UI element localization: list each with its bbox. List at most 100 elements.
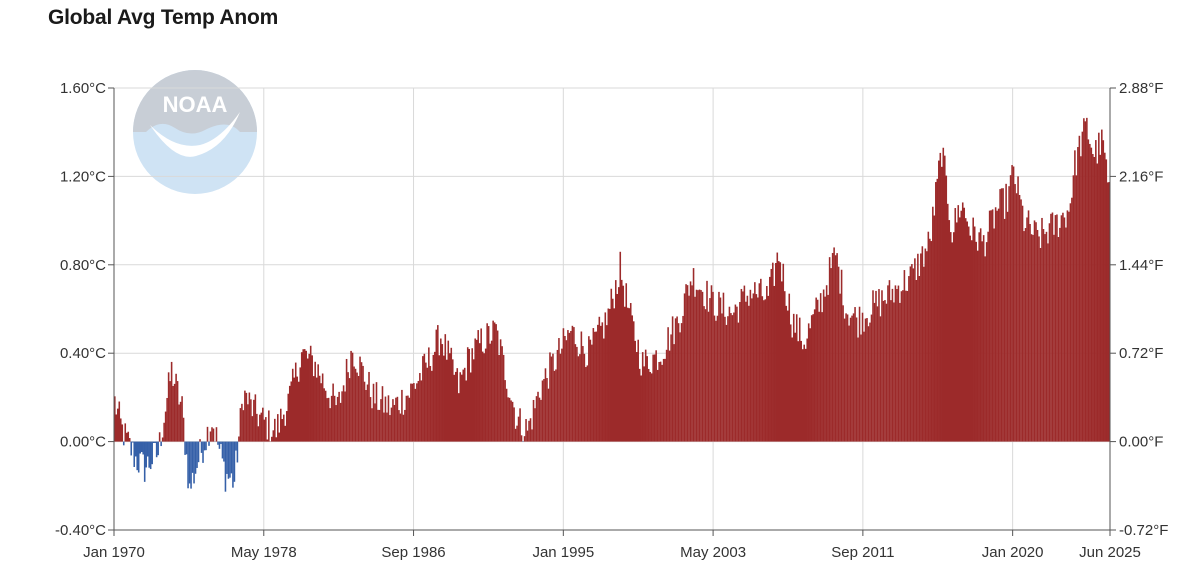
- bar: [122, 441, 125, 446]
- bar: [480, 328, 482, 442]
- bar: [121, 424, 124, 442]
- bar: [951, 242, 954, 442]
- bar: [1105, 159, 1108, 442]
- bar: [773, 285, 776, 442]
- bar: [1038, 236, 1040, 442]
- bar: [443, 355, 445, 442]
- bar: [208, 441, 210, 446]
- bar: [888, 280, 891, 442]
- bar: [357, 375, 360, 442]
- bar: [281, 419, 284, 442]
- bar: [274, 418, 276, 442]
- bar: [244, 390, 246, 442]
- bar: [256, 413, 258, 442]
- bar: [949, 232, 952, 442]
- bar: [834, 255, 837, 442]
- bar: [912, 268, 915, 442]
- bar: [401, 389, 403, 442]
- bar: [603, 338, 605, 442]
- bar: [333, 395, 336, 442]
- bar: [308, 353, 310, 442]
- bar: [437, 325, 439, 442]
- bar: [999, 189, 1001, 442]
- bar: [365, 389, 367, 442]
- bar: [570, 330, 572, 442]
- bar: [558, 338, 560, 442]
- bar: [927, 231, 930, 442]
- bar: [881, 290, 883, 442]
- bar: [239, 408, 242, 442]
- bar: [472, 359, 475, 442]
- bar: [716, 315, 719, 442]
- bar: [446, 359, 448, 442]
- bar: [833, 247, 835, 442]
- bar: [118, 401, 121, 442]
- bar: [685, 284, 687, 442]
- bar: [233, 441, 236, 482]
- bar: [852, 313, 855, 442]
- bar: [979, 228, 982, 442]
- bar: [628, 308, 631, 442]
- bar: [623, 306, 626, 442]
- bar: [181, 396, 183, 442]
- bar: [556, 349, 559, 442]
- bar: [691, 285, 693, 442]
- bar: [818, 311, 820, 442]
- bar: [260, 412, 263, 442]
- bar: [810, 315, 813, 442]
- bar: [393, 404, 396, 442]
- bar: [760, 278, 762, 442]
- bar: [1056, 214, 1058, 442]
- bar: [709, 298, 711, 442]
- bar: [994, 207, 997, 442]
- bar: [641, 352, 644, 442]
- bar: [257, 426, 260, 442]
- bar: [172, 385, 174, 442]
- bar: [846, 314, 849, 442]
- bar: [1005, 183, 1007, 442]
- bar: [815, 297, 817, 442]
- bar: [540, 399, 542, 442]
- bar: [601, 322, 604, 442]
- bar: [993, 228, 995, 442]
- bar: [1000, 188, 1003, 442]
- bar: [254, 394, 257, 442]
- bar: [396, 396, 399, 442]
- bar: [128, 438, 131, 442]
- bar: [170, 361, 173, 442]
- bar: [510, 400, 512, 442]
- bar: [178, 404, 180, 442]
- bar: [114, 396, 116, 442]
- bar: [920, 253, 922, 442]
- bar: [897, 285, 900, 442]
- bar: [390, 407, 393, 442]
- bar: [1057, 237, 1060, 442]
- bar: [606, 325, 608, 442]
- bar: [701, 291, 704, 442]
- bar: [659, 361, 662, 442]
- bar: [1054, 215, 1057, 442]
- bar: [955, 222, 958, 442]
- bar: [890, 300, 892, 442]
- bar: [499, 339, 502, 442]
- bar: [550, 356, 553, 442]
- bar: [134, 441, 137, 457]
- bar: [272, 430, 275, 442]
- bar: [857, 337, 859, 442]
- bar: [932, 206, 934, 442]
- bar: [704, 309, 707, 442]
- bar: [964, 218, 967, 442]
- bar: [1081, 131, 1084, 442]
- bar: [1020, 199, 1022, 442]
- bar: [909, 266, 912, 442]
- bar: [827, 294, 829, 442]
- bar: [366, 384, 369, 442]
- bar: [867, 326, 870, 442]
- bar: [842, 305, 844, 442]
- bar: [386, 412, 388, 442]
- bar: [185, 441, 188, 455]
- bar: [561, 348, 563, 442]
- bar: [523, 436, 526, 442]
- x-tick-label: Jan 2020: [982, 544, 1044, 561]
